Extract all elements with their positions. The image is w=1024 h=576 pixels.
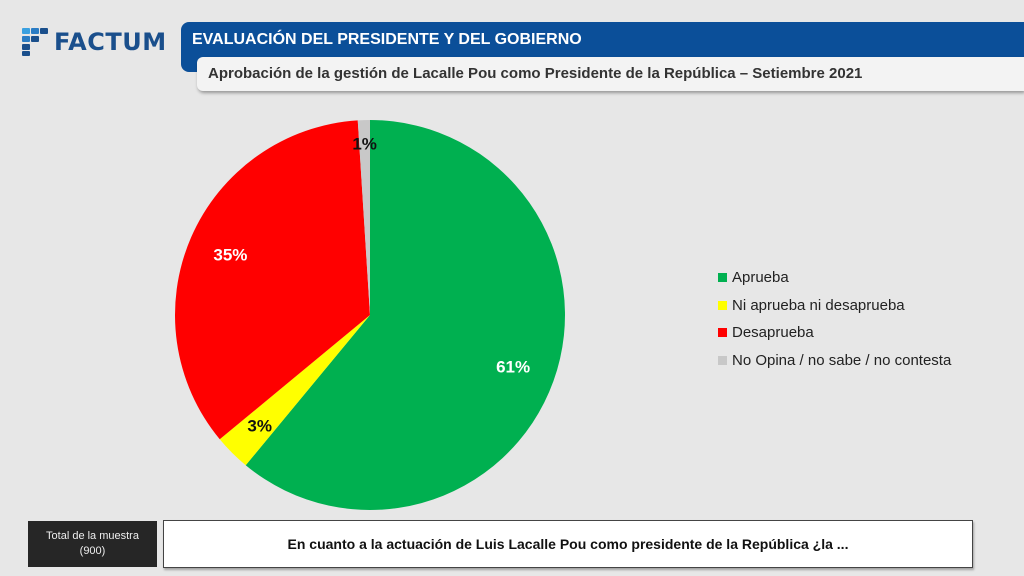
data-label: 3% (247, 416, 272, 435)
legend-swatch (718, 300, 727, 310)
legend-label: No Opina / no sabe / no contesta (732, 351, 952, 369)
chart-title: Aprobación de la gestión de Lacalle Pou … (208, 65, 863, 82)
legend-item: Ni aprueba ni desaprueba (718, 292, 951, 320)
pie-slice-desaprueba (175, 120, 370, 440)
logo-text: FACTUM (54, 28, 167, 56)
sample-size-box: Total de la muestra (900) (28, 521, 157, 567)
legend-label: Aprueba (732, 269, 789, 287)
pie-slice-aprueba (245, 120, 565, 510)
legend-swatch (718, 328, 727, 338)
data-label: 61% (496, 358, 530, 377)
question-text: En cuanto a la actuación de Luis Lacalle… (287, 536, 849, 552)
factum-logo: FACTUM (20, 27, 167, 57)
legend-item: Aprueba (718, 264, 951, 292)
pie-slice-no-opina-no-sabe-no-contesta (357, 120, 370, 315)
legend-swatch (718, 355, 727, 365)
data-label: 35% (213, 246, 247, 265)
legend: Aprueba Ni aprueba ni desaprueba Desaprueb… (718, 264, 951, 374)
subheader-bar (197, 57, 1024, 91)
sample-label: Total de la muestra (46, 530, 139, 542)
pie-slice-ni-aprueba-ni-desaprueba (219, 315, 370, 466)
section-title: EVALUACIÓN DEL PRESIDENTE Y DEL GOBIERNO (192, 31, 582, 48)
legend-item: No Opina / no sabe / no contesta (718, 347, 951, 375)
sample-size: (900) (79, 545, 106, 557)
legend-swatch (718, 273, 727, 283)
legend-label: Ni aprueba ni desaprueba (732, 296, 905, 314)
survey-question: En cuanto a la actuación de Luis Lacalle… (163, 520, 973, 568)
legend-label: Desaprueba (732, 324, 814, 342)
legend-item: Desaprueba (718, 319, 951, 347)
data-label: 1% (352, 134, 377, 153)
factum-logo-icon (20, 28, 50, 56)
